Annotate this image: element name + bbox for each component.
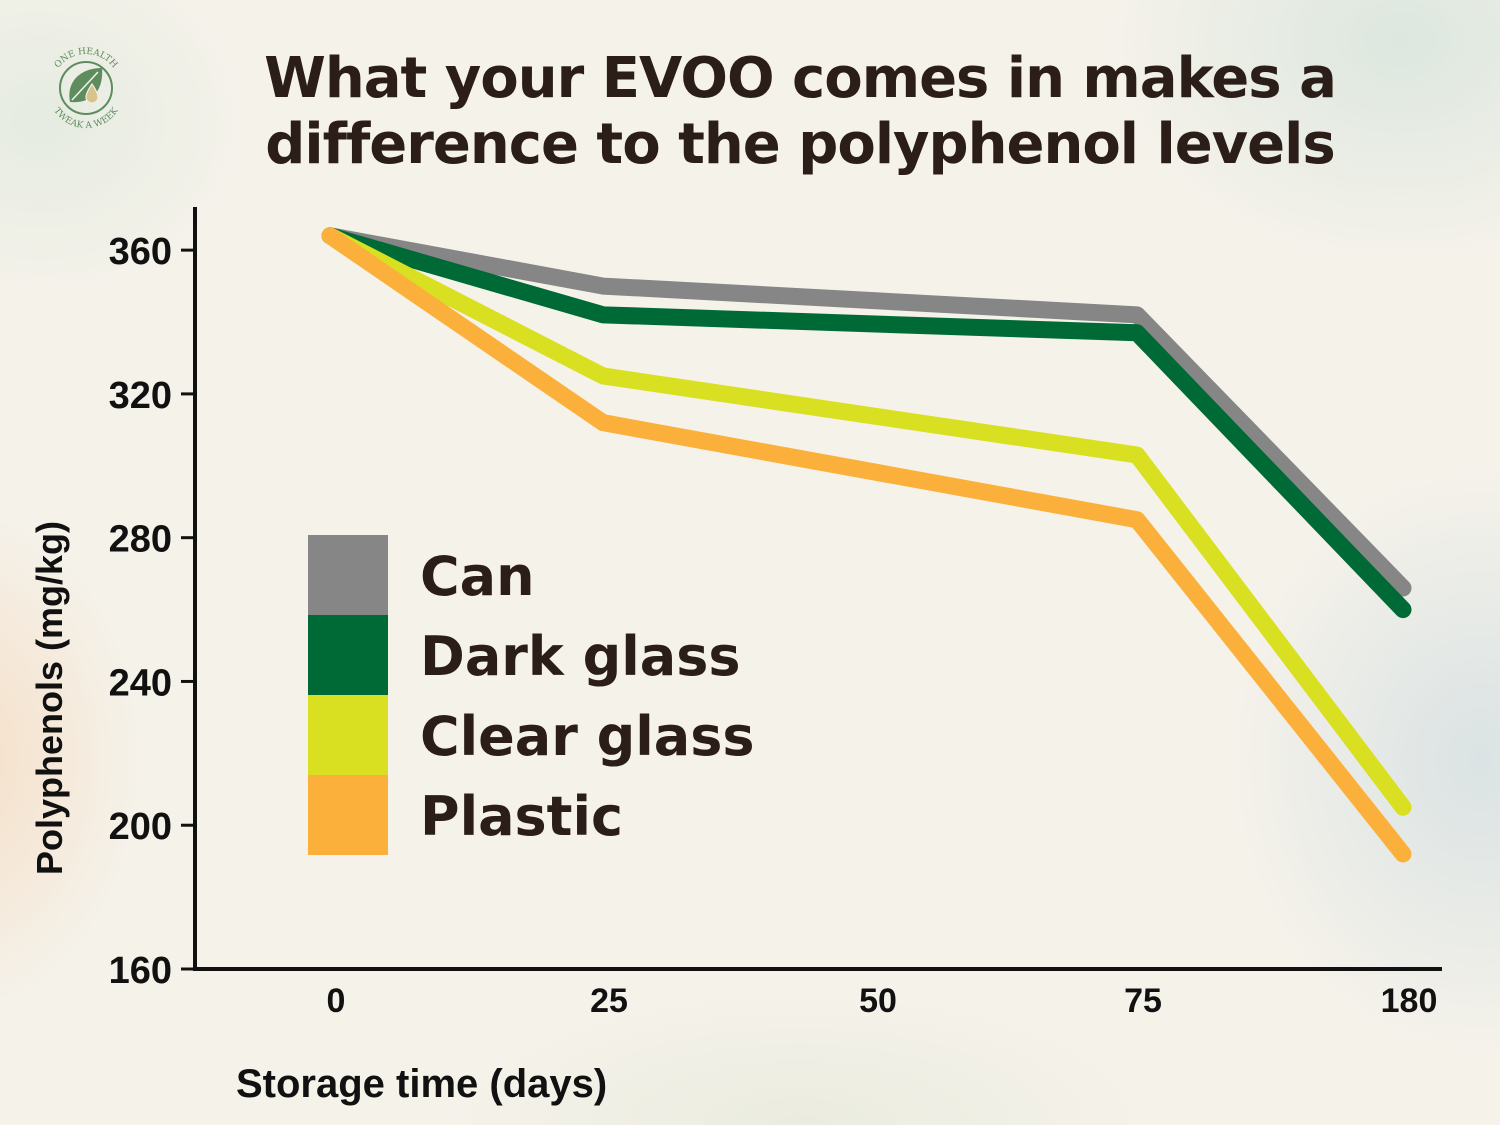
- data-point-dark-glass-75: [1134, 329, 1140, 336]
- y-tick-label-200: 200: [109, 806, 172, 848]
- data-point-dark-glass-180: [1400, 606, 1406, 613]
- series-line-can: [321, 227, 1412, 597]
- x-tick-label-180: 180: [1381, 982, 1438, 1020]
- one-health-tweak-a-week-logo: ONE HEALTH TWEAK A WEEK: [51, 47, 120, 131]
- y-tick-label-320: 320: [109, 375, 172, 417]
- x-axis-label: Storage time (days): [236, 1062, 607, 1106]
- series-line-clear-glass: [321, 227, 1412, 816]
- legend-swatch-clear-glass: [308, 695, 388, 775]
- data-point-plastic-25: [600, 419, 606, 426]
- series-line-dark-glass: [321, 227, 1412, 619]
- data-point-can-25: [600, 283, 606, 290]
- chart-title-line-2: difference to the polyphenol levels: [265, 112, 1335, 177]
- y-tick-label-280: 280: [109, 519, 172, 561]
- legend-swatch-dark-glass: [308, 615, 388, 695]
- y-tick-label-360: 360: [109, 231, 172, 273]
- x-axis-ticks: 0 25 50 75 180: [327, 982, 1438, 1020]
- x-tick-label-75: 75: [1124, 982, 1162, 1020]
- legend-swatch-can: [308, 535, 388, 615]
- y-axis-label: Polyphenols (mg/kg): [29, 521, 70, 875]
- data-point-can-180: [1400, 585, 1406, 591]
- data-point-plastic-180: [1400, 850, 1406, 857]
- legend-swatch-plastic: [308, 775, 388, 855]
- legend-label-dark-glass: Dark glass: [420, 625, 741, 688]
- data-point-plastic-75: [1134, 516, 1140, 523]
- x-tick-label-50: 50: [859, 982, 897, 1020]
- legend: Can Dark glass Clear glass Plastic: [308, 535, 755, 855]
- series-layer: [321, 227, 1412, 863]
- data-point-clear-glass-75: [1134, 452, 1140, 459]
- data-point-clear-glass-180: [1400, 804, 1406, 811]
- legend-label-clear-glass: Clear glass: [420, 705, 755, 768]
- series-line-plastic: [321, 227, 1412, 863]
- data-point-clear-glass-25: [600, 372, 606, 379]
- leaf-drop-icon: [69, 68, 103, 104]
- x-tick-label-0: 0: [327, 982, 346, 1020]
- data-point-dark-glass-25: [600, 311, 606, 318]
- logo-ring: [59, 61, 113, 115]
- y-tick-label-160: 160: [109, 950, 172, 992]
- x-tick-label-25: 25: [590, 982, 628, 1020]
- legend-label-plastic: Plastic: [420, 785, 623, 848]
- data-point-plastic-0: [327, 232, 333, 239]
- chart-title-line-1: What your EVOO comes in makes a: [264, 46, 1337, 111]
- chart-title: What your EVOO comes in makes a differen…: [200, 46, 1400, 178]
- data-point-can-75: [1134, 311, 1140, 318]
- y-axis-ticks: 160 200 240 280 320 360: [109, 231, 195, 992]
- y-tick-label-240: 240: [109, 662, 172, 704]
- legend-label-can: Can: [420, 545, 535, 608]
